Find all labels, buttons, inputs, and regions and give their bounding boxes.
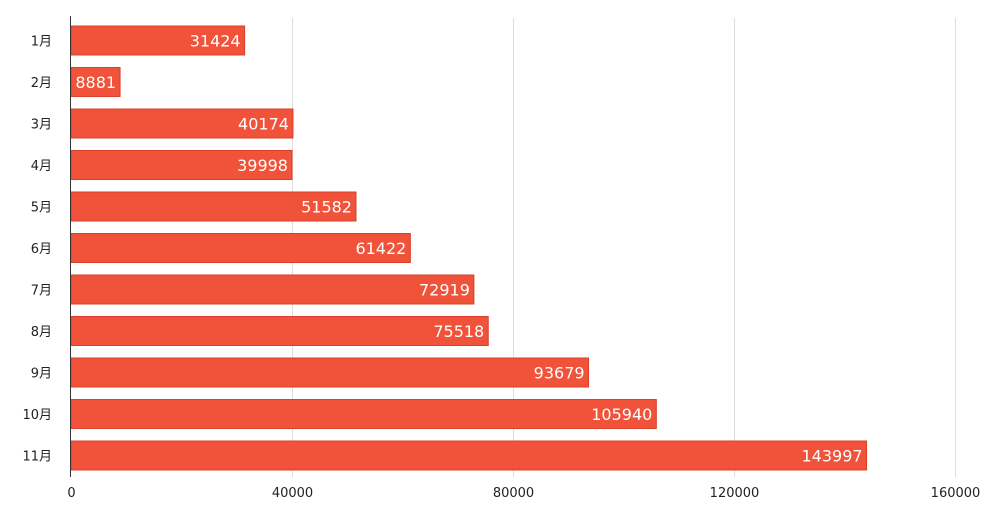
category-label: 4月: [31, 159, 52, 174]
x-tick-label: 120000: [710, 486, 760, 501]
category-label: 1月: [31, 35, 52, 50]
label-layer: 0 40000 80000 120000 160000 1月 31424 2月 8881 3月 40…: [22, 32, 980, 502]
bar-value-label: 40174: [238, 115, 289, 134]
category-label: 10月: [22, 408, 52, 423]
bar-3: [70, 108, 294, 139]
bar-value-label: 8881: [75, 73, 116, 92]
bar-10: [70, 399, 657, 429]
category-label: 2月: [31, 76, 52, 91]
category-label: 7月: [31, 284, 52, 299]
x-tick-label: 160000: [931, 486, 981, 501]
bar-value-label: 75518: [433, 322, 484, 341]
bar-value-label: 72919: [419, 281, 470, 300]
x-tick-label: 40000: [272, 486, 313, 501]
bar-11: [70, 440, 868, 471]
bar-9: [70, 357, 590, 388]
bar-7: [70, 274, 475, 305]
bar-2: [70, 67, 121, 97]
x-tick-label: 0: [67, 486, 75, 501]
category-label: 11月: [22, 450, 52, 465]
category-label: 6月: [31, 242, 52, 257]
category-label: 5月: [31, 201, 52, 216]
category-label: 3月: [31, 118, 52, 133]
bar-value-label: 93679: [534, 364, 585, 383]
bar-value-label: 51582: [301, 198, 352, 217]
bar-8: [70, 316, 489, 346]
bar-value-label: 61422: [355, 239, 406, 258]
bar-layer: [70, 25, 868, 471]
x-tick-label: 80000: [493, 486, 534, 501]
bar-value-label: 143997: [802, 447, 863, 466]
bar-value-label: 39998: [237, 156, 288, 175]
category-label: 8月: [31, 325, 52, 340]
bar-1: [70, 25, 246, 56]
bar-value-label: 105940: [591, 405, 652, 424]
category-label: 9月: [31, 367, 52, 382]
bar-value-label: 31424: [190, 32, 241, 51]
